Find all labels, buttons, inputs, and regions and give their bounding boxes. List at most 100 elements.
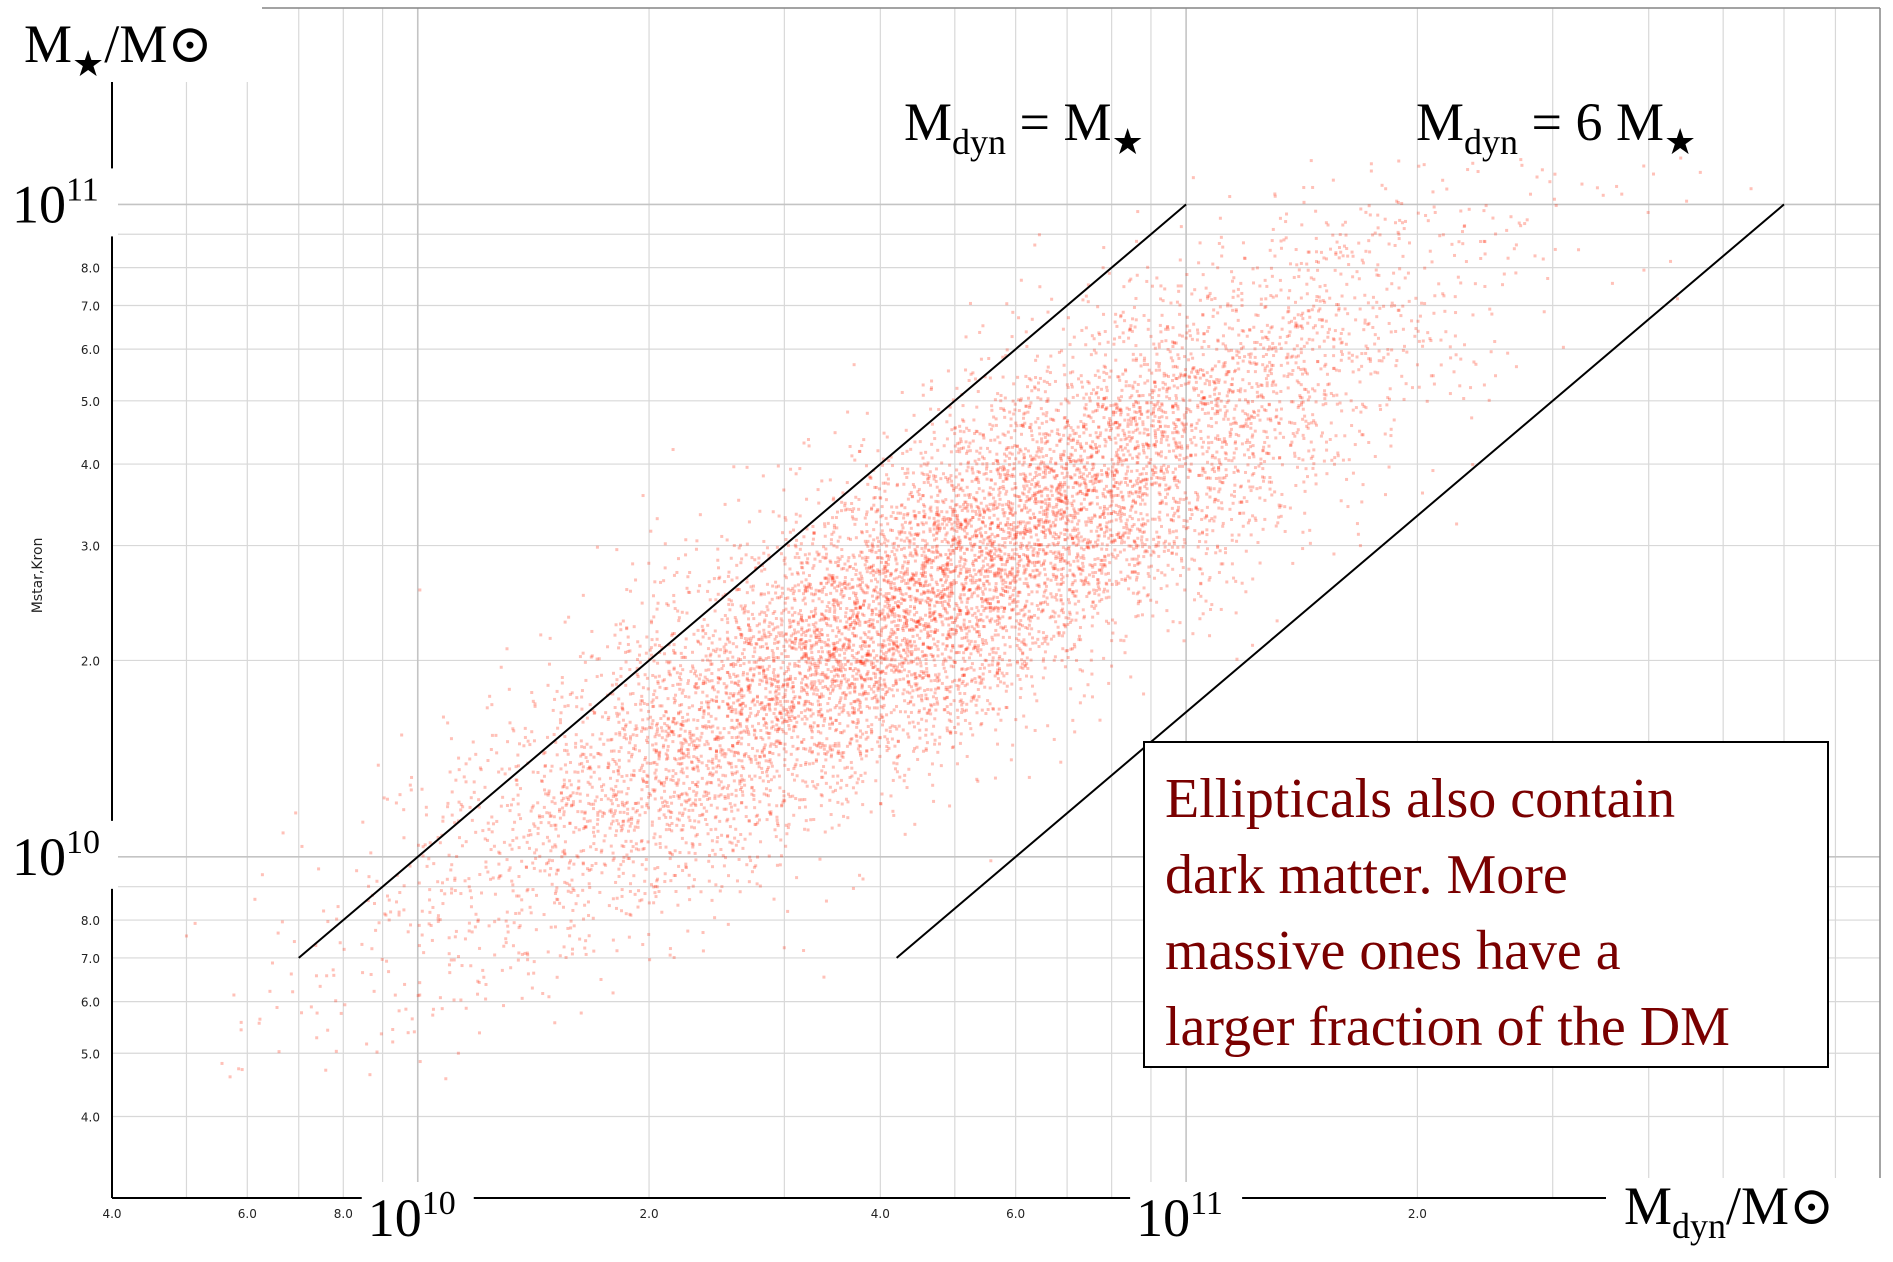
- data-point: [563, 704, 567, 708]
- data-point: [832, 523, 836, 527]
- data-point: [958, 472, 962, 476]
- data-point: [1490, 312, 1494, 316]
- data-point: [800, 561, 804, 565]
- data-point: [773, 690, 777, 694]
- data-point: [1083, 478, 1087, 482]
- data-point: [1040, 530, 1044, 534]
- data-point: [1332, 345, 1336, 349]
- data-point: [664, 729, 668, 733]
- data-point: [1206, 486, 1210, 490]
- data-point: [955, 604, 959, 608]
- data-point: [893, 553, 897, 557]
- data-point: [1231, 356, 1235, 360]
- data-point: [1210, 407, 1214, 411]
- data-point: [791, 681, 795, 685]
- data-point: [701, 715, 705, 719]
- data-point: [1266, 348, 1270, 352]
- data-point: [1127, 430, 1131, 434]
- data-point: [926, 480, 930, 484]
- data-point: [864, 653, 868, 657]
- data-point: [615, 949, 619, 953]
- data-point: [824, 662, 828, 666]
- data-point: [719, 847, 723, 851]
- data-point: [1071, 428, 1075, 432]
- data-point: [965, 451, 969, 455]
- data-point: [758, 656, 762, 660]
- data-point: [1174, 425, 1178, 429]
- data-point: [1114, 468, 1118, 472]
- data-point: [588, 819, 592, 823]
- data-point: [1229, 422, 1233, 426]
- data-point: [636, 825, 640, 829]
- data-point: [1003, 541, 1007, 545]
- data-point: [1373, 333, 1377, 337]
- data-point: [795, 774, 799, 778]
- data-point: [814, 592, 818, 596]
- data-point: [1046, 577, 1050, 581]
- data-point: [1217, 458, 1221, 462]
- data-point: [1306, 250, 1310, 254]
- data-point: [1075, 468, 1079, 472]
- data-point: [1105, 521, 1109, 525]
- data-point: [1198, 617, 1202, 621]
- data-point: [1110, 469, 1114, 473]
- data-point: [999, 557, 1003, 561]
- data-point: [935, 513, 939, 517]
- data-point: [1142, 448, 1146, 452]
- data-point: [504, 941, 508, 945]
- data-point: [866, 539, 870, 543]
- data-point: [992, 552, 996, 556]
- data-point: [1326, 331, 1330, 335]
- data-point: [797, 612, 801, 616]
- data-point: [376, 763, 380, 767]
- data-point: [679, 828, 683, 832]
- data-point: [854, 536, 858, 540]
- data-point: [941, 603, 945, 607]
- data-point: [957, 493, 961, 497]
- data-point: [1294, 361, 1298, 365]
- data-point: [1056, 541, 1060, 545]
- data-point: [360, 942, 364, 946]
- data-point: [1174, 430, 1178, 434]
- data-point: [325, 974, 329, 978]
- data-point: [1026, 449, 1030, 453]
- data-point: [1140, 472, 1144, 476]
- data-point: [1086, 580, 1090, 584]
- data-point: [1110, 458, 1114, 462]
- data-point: [800, 633, 804, 637]
- data-point: [520, 859, 524, 863]
- data-point: [836, 800, 840, 804]
- data-point: [1063, 532, 1067, 536]
- data-point: [677, 818, 681, 822]
- data-point: [1224, 442, 1228, 446]
- data-point: [1213, 296, 1217, 300]
- data-point: [1053, 524, 1057, 528]
- data-point: [617, 874, 621, 878]
- data-point: [718, 744, 722, 748]
- data-point: [902, 779, 906, 783]
- data-point: [530, 691, 534, 695]
- data-point: [768, 751, 772, 755]
- data-point: [1126, 422, 1130, 426]
- data-point: [735, 620, 739, 624]
- data-point: [864, 658, 868, 662]
- data-point: [646, 806, 650, 810]
- data-point: [809, 708, 813, 712]
- data-point: [1299, 351, 1303, 355]
- data-point: [650, 820, 654, 824]
- data-point: [1304, 467, 1308, 471]
- data-point: [566, 798, 570, 802]
- data-point: [1321, 403, 1325, 407]
- data-point: [1431, 469, 1435, 473]
- data-point: [566, 889, 570, 893]
- data-point: [336, 905, 340, 909]
- data-point: [722, 682, 726, 686]
- data-point: [1147, 545, 1151, 549]
- data-point: [281, 831, 285, 835]
- data-point: [897, 605, 901, 609]
- data-point: [1022, 456, 1026, 460]
- data-point: [520, 996, 524, 1000]
- data-point: [664, 828, 668, 832]
- data-point: [1387, 397, 1391, 401]
